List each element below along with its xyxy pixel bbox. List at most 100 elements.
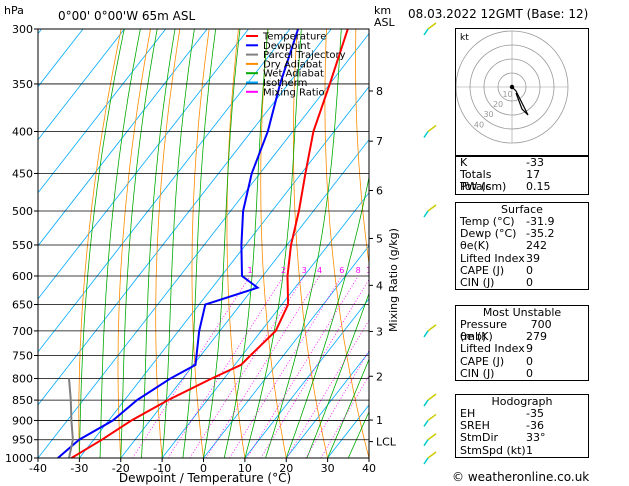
hodograph-stat-row: StmDir 33° <box>456 432 588 444</box>
hodograph-stat-value: -36 <box>526 419 544 433</box>
mixing-ratio-label: 10 <box>366 266 376 275</box>
x-axis-title: Dewpoint / Temperature (°C) <box>119 471 291 485</box>
hodograph-ring-label: 40 <box>474 120 484 129</box>
most-unstable-row: CIN (J) 0 <box>456 367 588 380</box>
surface-value: -31.9 <box>526 215 555 228</box>
pressure-tick-label: 350 <box>12 78 33 91</box>
isotherm-line <box>161 192 369 458</box>
mixing-ratio-label: 25 <box>423 266 433 275</box>
index-value: 17 <box>526 168 541 182</box>
temp-tick-label: 10 <box>238 462 252 475</box>
asl-label: ASL <box>374 16 396 29</box>
surface-key: Temp (°C) <box>460 215 515 228</box>
index-value: -33 <box>526 156 544 169</box>
most-unstable-key: Pressure (mb) <box>460 318 507 344</box>
surface-key: Dewp (°C) <box>460 227 517 241</box>
mixing-ratio-label: 4 <box>317 266 322 275</box>
pressure-tick-label: 400 <box>12 126 33 139</box>
surface-row: CAPE (J) 0 <box>456 264 588 277</box>
hodograph-ring-label: 20 <box>493 100 503 109</box>
hodograph-stat-row: EH -35 <box>456 407 588 420</box>
wind-barb <box>423 204 437 218</box>
wet-adiabat-line <box>347 410 369 458</box>
hodograph-stat-value: 33° <box>526 431 546 445</box>
storm-motion-marker <box>509 84 515 90</box>
mixing-ratio-line <box>286 319 369 458</box>
hodograph-stat-row: SREH -36 <box>456 419 588 433</box>
isotherm-line <box>38 29 249 300</box>
surface-key: Lifted Index <box>460 251 525 265</box>
wet-adiabat-line <box>120 29 158 458</box>
km-tick-label: 4 <box>376 279 383 292</box>
most-unstable-title: Most Unstable <box>482 306 562 319</box>
wet-adiabat-line <box>99 29 141 458</box>
mixing-ratio-line <box>320 374 369 458</box>
mixing-ratio-line <box>229 275 343 458</box>
dry-adiabat-line <box>324 29 369 458</box>
wind-barb <box>423 324 437 338</box>
km-tick-label: 1 <box>376 414 383 427</box>
hodograph-stat-key: EH <box>460 407 476 420</box>
pressure-tick-label: 900 <box>12 414 33 427</box>
series-dewpoint-line <box>57 29 300 458</box>
isotherm-line <box>203 245 369 458</box>
mixing-ratio-label: 20 <box>408 266 418 275</box>
km-tick-label: 7 <box>376 135 383 148</box>
surface-key: θe(K) <box>460 239 490 253</box>
mixing-ratio-line <box>260 278 369 458</box>
pressure-tick-label: 950 <box>12 434 33 447</box>
km-tick-label: 2 <box>376 370 383 383</box>
pressure-tick-label: 300 <box>12 23 33 36</box>
series-parcel-trajectory-line <box>68 378 74 458</box>
legend-label: Dry Adiabat <box>263 59 322 70</box>
pressure-tick-label: 600 <box>12 270 33 283</box>
wind-barb <box>423 22 437 36</box>
isotherm-line <box>285 351 369 458</box>
km-tick-label: 5 <box>376 232 383 245</box>
most-unstable-key: θe (K) <box>460 330 493 344</box>
most-unstable-value: 9 <box>526 342 533 356</box>
pressure-tick-label: 550 <box>12 239 33 252</box>
km-label: km <box>374 4 391 17</box>
datetime: 08.03.2022 12GMT (Base: 12) <box>408 7 589 21</box>
pressure-tick-label: 450 <box>12 167 33 180</box>
most-unstable-row: θe (K) 279 <box>456 330 588 344</box>
surface-value: 0 <box>526 275 533 289</box>
most-unstable-key: Lifted Index <box>460 342 525 356</box>
surface-row: Temp (°C) -31.9 <box>456 215 588 228</box>
dry-adiabat-line <box>355 29 369 267</box>
hodograph-stat-key: SREH <box>460 419 490 433</box>
mixing-ratio-line <box>167 275 284 458</box>
index-row: PW (cm) 0.15 <box>456 181 588 193</box>
location-title: 0°00' 0°00'W 65m ASL <box>58 9 196 23</box>
hodograph-unit: kt <box>460 33 469 43</box>
wind-barb <box>423 413 437 427</box>
hodograph-stat-title: Hodograph <box>491 395 553 408</box>
most-unstable-row: Pressure (mb) 700 <box>456 318 588 344</box>
most-unstable-row: Lifted Index 9 <box>456 343 588 355</box>
most-unstable-value: 279 <box>526 330 547 344</box>
dry-adiabat-line <box>191 29 210 458</box>
surface-value: -35.2 <box>526 227 555 241</box>
hodograph-stat-value: -35 <box>526 407 544 420</box>
km-tick-label: LCL <box>376 436 397 449</box>
temp-tick-label: 30 <box>321 462 335 475</box>
legend-label: Parcel Trajectory <box>263 50 346 61</box>
mixing-ratio-label: 2 <box>281 266 286 275</box>
surface-row: θe(K) 242 <box>456 240 588 252</box>
isotherm-line <box>79 86 369 458</box>
mixing-ratio-label: 1 <box>248 266 253 275</box>
temp-tick-label: 40 <box>362 462 376 475</box>
temp-tick-label: 0 <box>200 462 207 475</box>
mixing-ratio-line <box>246 275 359 458</box>
temp-tick-label: -30 <box>70 462 88 475</box>
temp-tick-label: -10 <box>153 462 171 475</box>
mixing-ratio-line <box>205 275 320 458</box>
dry-adiabat-line <box>444 29 452 458</box>
isotherm-line <box>38 32 369 458</box>
dry-adiabat-line <box>78 29 122 458</box>
wet-adiabat-line <box>182 29 217 458</box>
isotherm-line <box>120 139 369 458</box>
wind-barb <box>423 451 437 465</box>
wind-barb <box>423 433 437 447</box>
